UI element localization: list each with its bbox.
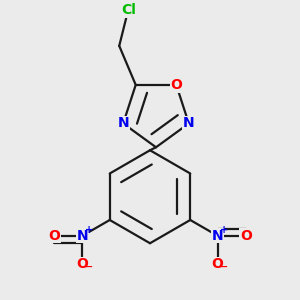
Text: +: + bbox=[85, 225, 93, 235]
Text: +: + bbox=[220, 225, 228, 235]
Text: O: O bbox=[240, 229, 252, 243]
Text: O: O bbox=[48, 229, 60, 243]
Text: −: − bbox=[84, 262, 93, 272]
Text: O: O bbox=[76, 257, 88, 271]
Text: −: − bbox=[219, 262, 228, 272]
Text: N: N bbox=[117, 116, 129, 130]
Text: O: O bbox=[170, 78, 182, 92]
Text: N: N bbox=[212, 229, 223, 243]
Text: O: O bbox=[212, 257, 224, 271]
Text: N: N bbox=[183, 116, 195, 130]
Text: Cl: Cl bbox=[121, 3, 136, 17]
Text: N: N bbox=[77, 229, 88, 243]
